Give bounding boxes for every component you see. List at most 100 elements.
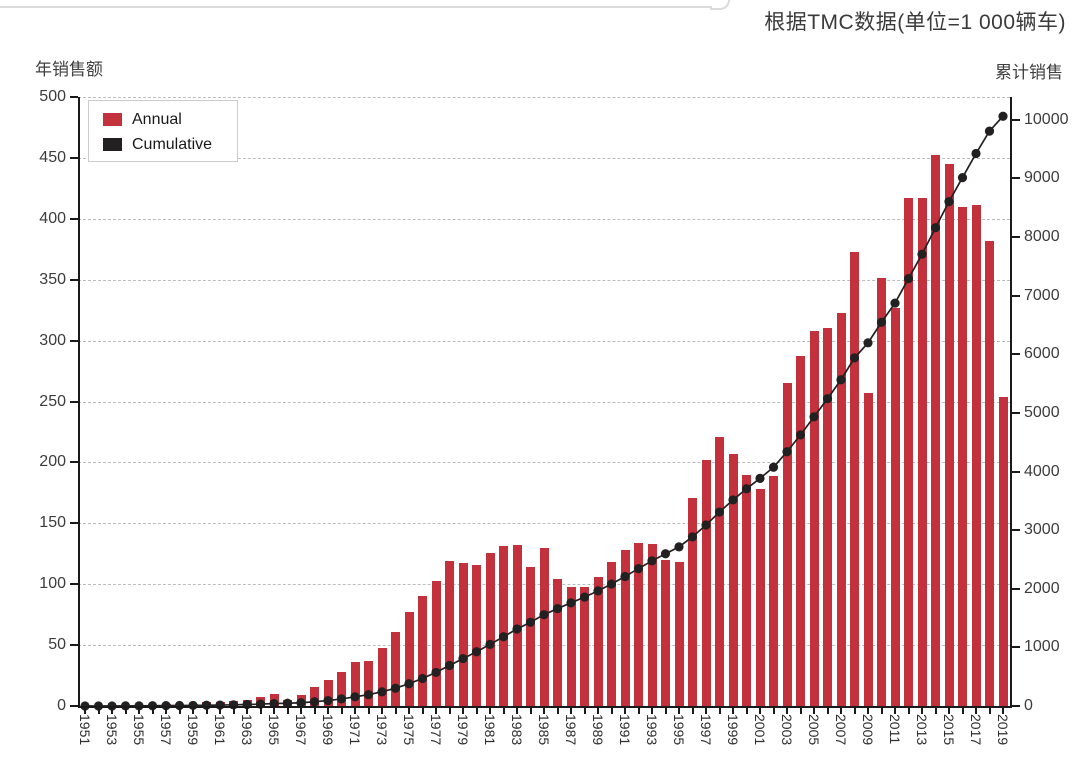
x-tick-label-2013: 2013 bbox=[914, 714, 930, 746]
x-tick-label-1993: 1993 bbox=[644, 714, 660, 746]
x-tick-1980 bbox=[475, 708, 478, 714]
annual-bar-2008 bbox=[850, 251, 859, 706]
right-tick-label-10000: 10000 bbox=[1024, 110, 1069, 128]
x-tick-label-1983: 1983 bbox=[509, 714, 525, 746]
right-tick-label-0: 0 bbox=[1024, 697, 1033, 714]
left-tick-200 bbox=[70, 461, 78, 464]
annual-bar-1974 bbox=[391, 631, 400, 706]
x-tick-2004 bbox=[799, 708, 802, 714]
annual-bar-1989 bbox=[593, 576, 603, 706]
cumulative-point-2016 bbox=[957, 172, 968, 183]
annual-bar-2015 bbox=[944, 163, 954, 706]
left-tick-label-200: 200 bbox=[39, 453, 66, 471]
right-tick-label-6000: 6000 bbox=[1024, 345, 1060, 363]
left-axis-title: 年销售额 bbox=[35, 60, 103, 79]
legend-label-annual: Annual bbox=[132, 111, 182, 128]
annual-bar-1977 bbox=[431, 580, 441, 706]
annual-bar-2019 bbox=[998, 396, 1008, 706]
annual-bar-2004 bbox=[796, 356, 805, 706]
left-tick-250 bbox=[70, 400, 78, 403]
right-axis-line bbox=[1010, 97, 1012, 708]
annual-bar-1970 bbox=[337, 671, 346, 706]
left-tick-150 bbox=[70, 522, 78, 525]
legend-label-cumulative: Cumulative bbox=[132, 136, 213, 153]
x-tick-label-2009: 2009 bbox=[860, 714, 876, 746]
right-tick-9000 bbox=[1012, 177, 1020, 180]
gridline-500 bbox=[78, 97, 1010, 98]
right-tick-label-2000: 2000 bbox=[1024, 579, 1060, 597]
annual-bar-1992 bbox=[634, 542, 643, 706]
x-tick-label-1965: 1965 bbox=[266, 714, 282, 746]
annual-bar-1999 bbox=[728, 453, 738, 706]
x-tick-label-1953: 1953 bbox=[104, 714, 120, 746]
annual-bar-1976 bbox=[418, 596, 427, 706]
x-tick-1962 bbox=[232, 708, 235, 714]
x-tick-1990 bbox=[610, 708, 613, 714]
x-tick-1982 bbox=[502, 708, 505, 714]
x-tick-2013 bbox=[921, 708, 923, 714]
annual-bar-2007 bbox=[836, 312, 846, 706]
annual-bar-2016 bbox=[958, 206, 967, 706]
cumulative-point-2017 bbox=[971, 148, 981, 159]
left-tick-500 bbox=[70, 96, 78, 98]
x-tick-label-1987: 1987 bbox=[563, 714, 579, 746]
x-tick-1973 bbox=[381, 708, 383, 714]
x-tick-label-2017: 2017 bbox=[968, 714, 984, 746]
x-tick-1952 bbox=[97, 708, 100, 714]
x-tick-2003 bbox=[786, 708, 788, 714]
annual-bar-2001 bbox=[755, 489, 765, 706]
left-tick-label-450: 450 bbox=[39, 148, 66, 166]
x-tick-1978 bbox=[448, 708, 451, 714]
annual-bar-2002 bbox=[769, 475, 778, 706]
x-tick-label-2005: 2005 bbox=[806, 714, 822, 746]
x-tick-label-1989: 1989 bbox=[590, 714, 606, 746]
annual-bar-1975 bbox=[404, 612, 414, 706]
x-tick-2000 bbox=[745, 708, 748, 714]
cumulative-series-swatch bbox=[103, 138, 122, 151]
annual-bar-1982 bbox=[499, 546, 508, 706]
annual-bar-1972 bbox=[364, 660, 373, 706]
right-tick-label-9000: 9000 bbox=[1024, 169, 1060, 187]
right-tick-3000 bbox=[1012, 529, 1020, 532]
x-tick-2006 bbox=[826, 708, 829, 714]
right-tick-8000 bbox=[1012, 236, 1020, 239]
x-tick-1954 bbox=[124, 708, 127, 714]
x-tick-1961 bbox=[219, 708, 221, 714]
annual-bar-1996 bbox=[688, 497, 697, 706]
cumulative-point-2002 bbox=[768, 462, 779, 472]
x-tick-1957 bbox=[165, 708, 167, 714]
x-tick-1985 bbox=[543, 708, 545, 714]
annual-bar-1965 bbox=[269, 693, 279, 706]
left-tick-label-100: 100 bbox=[39, 575, 66, 593]
x-tick-1972 bbox=[367, 708, 370, 714]
annual-bar-1964 bbox=[256, 697, 265, 706]
x-tick-label-1969: 1969 bbox=[320, 714, 336, 746]
right-tick-label-4000: 4000 bbox=[1024, 462, 1060, 480]
x-tick-1988 bbox=[583, 708, 586, 714]
cumulative-point-1995 bbox=[674, 542, 684, 552]
annual-bar-1997 bbox=[701, 459, 711, 706]
left-tick-100 bbox=[70, 583, 78, 586]
annual-bar-1987 bbox=[566, 586, 576, 706]
x-tick-1989 bbox=[597, 708, 599, 714]
x-tick-label-2019: 2019 bbox=[995, 714, 1011, 746]
legend: Annual Cumulative bbox=[88, 100, 238, 162]
x-tick-label-1955: 1955 bbox=[131, 714, 147, 746]
left-tick-label-250: 250 bbox=[39, 392, 66, 410]
annual-bar-1968 bbox=[310, 686, 319, 706]
x-tick-label-2007: 2007 bbox=[833, 714, 849, 746]
cumulative-point-1994 bbox=[660, 549, 671, 559]
left-tick-300 bbox=[70, 339, 78, 342]
x-tick-label-1971: 1971 bbox=[347, 714, 363, 746]
x-tick-label-1967: 1967 bbox=[293, 714, 309, 746]
x-tick-1997 bbox=[705, 708, 707, 714]
x-tick-label-1995: 1995 bbox=[671, 714, 687, 746]
annual-bar-2018 bbox=[985, 240, 994, 706]
x-tick-2017 bbox=[975, 708, 977, 714]
annual-bar-2017 bbox=[971, 205, 981, 706]
x-tick-1975 bbox=[408, 708, 410, 714]
x-tick-1984 bbox=[529, 708, 532, 714]
right-tick-7000 bbox=[1012, 294, 1020, 297]
x-tick-label-1975: 1975 bbox=[401, 714, 417, 746]
annual-bar-1984 bbox=[526, 567, 535, 706]
